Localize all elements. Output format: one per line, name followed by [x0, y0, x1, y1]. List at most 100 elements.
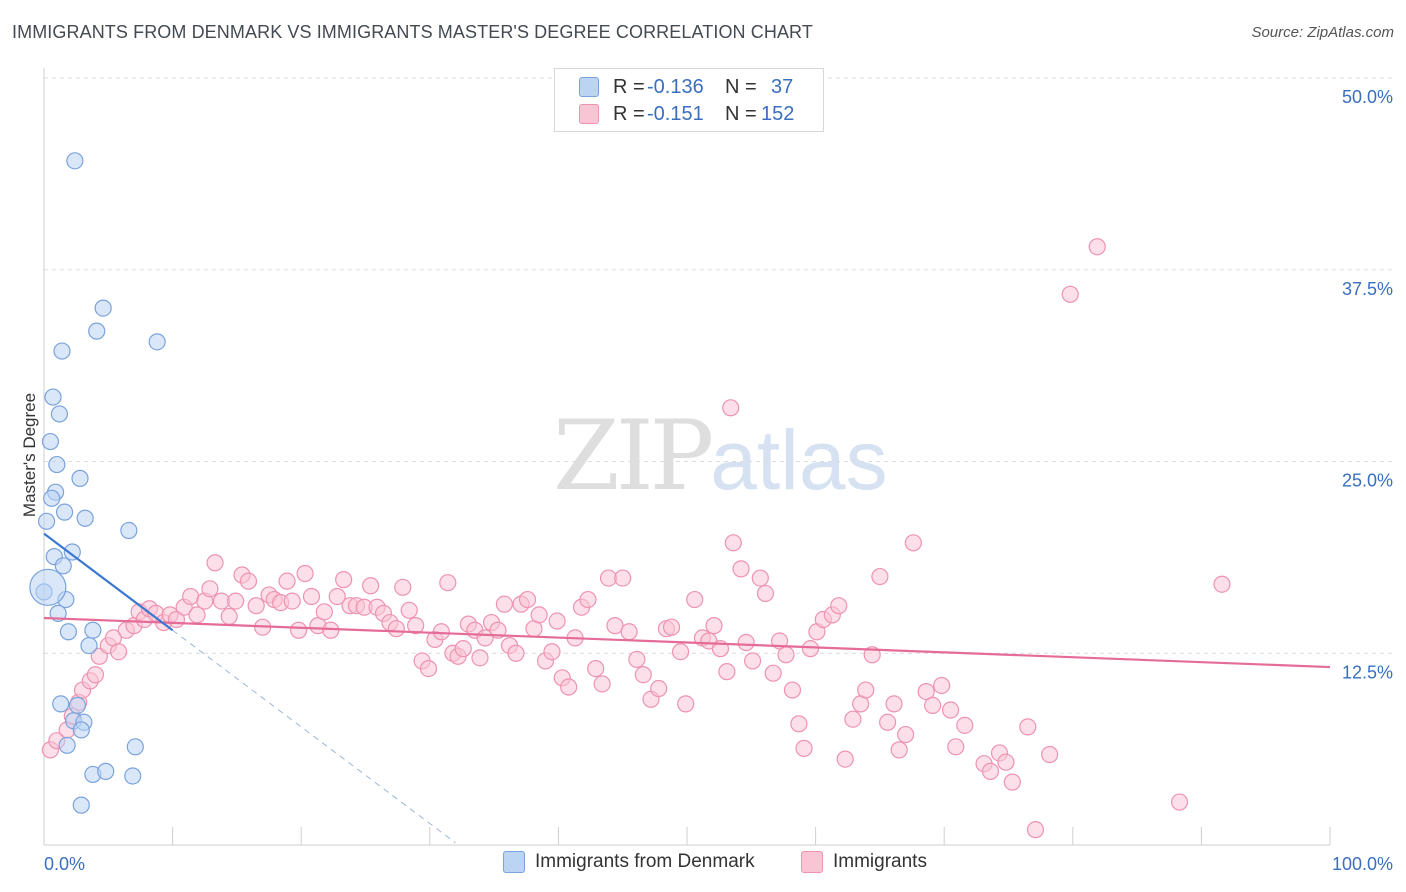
point-denmark	[84, 621, 102, 639]
point-denmark	[48, 455, 66, 474]
point-immigrants	[439, 574, 457, 592]
point-immigrants	[296, 564, 314, 583]
point-immigrants	[686, 590, 704, 609]
point-immigrants	[560, 678, 578, 696]
point-immigrants	[362, 577, 380, 595]
point-denmark	[88, 322, 106, 340]
x-tick-label-max: 100.0%	[1332, 854, 1393, 874]
point-immigrants	[587, 659, 605, 678]
point-immigrants	[302, 587, 321, 606]
point-immigrants	[518, 590, 537, 609]
point-immigrants	[86, 666, 105, 684]
r-value: -0.151	[647, 102, 704, 125]
point-denmark	[43, 489, 61, 507]
point-denmark	[148, 333, 166, 351]
point-denmark	[124, 767, 142, 785]
point-immigrants	[718, 663, 736, 681]
point-immigrants	[830, 597, 848, 615]
legend-row-denmark: R = -0.136 N = 37	[579, 75, 793, 99]
y-tick-label: 12.5%	[1342, 662, 1393, 682]
point-immigrants	[871, 567, 889, 586]
point-denmark	[37, 512, 56, 530]
point-denmark	[68, 696, 87, 715]
point-immigrants	[407, 617, 425, 635]
point-immigrants	[924, 696, 942, 715]
point-immigrants	[857, 681, 875, 699]
point-immigrants	[1026, 821, 1045, 839]
point-immigrants	[722, 399, 740, 417]
point-immigrants	[1061, 285, 1079, 303]
point-immigrants	[904, 534, 922, 552]
point-immigrants	[879, 713, 897, 731]
point-denmark	[66, 152, 84, 170]
point-immigrants	[724, 534, 742, 552]
point-immigrants	[322, 621, 340, 639]
point-immigrants	[109, 643, 128, 661]
watermark-atlas: atlas	[710, 413, 888, 507]
point-immigrants	[942, 701, 960, 719]
point-immigrants	[650, 679, 668, 698]
y-tick-label: 50.0%	[1342, 87, 1393, 107]
point-immigrants	[495, 595, 513, 613]
point-denmark	[29, 568, 67, 606]
legend-swatch-immigrants	[579, 104, 599, 124]
point-denmark	[126, 738, 144, 756]
point-immigrants	[1088, 238, 1106, 256]
point-immigrants	[795, 739, 813, 757]
point-immigrants	[836, 750, 854, 768]
point-immigrants	[777, 646, 795, 664]
point-immigrants	[400, 601, 418, 619]
point-immigrants	[315, 603, 333, 621]
source-label: Source: ZipAtlas.com	[1251, 24, 1394, 41]
point-immigrants	[917, 682, 935, 701]
r-label: R =	[613, 102, 645, 125]
point-immigrants	[801, 640, 820, 658]
point-immigrants	[579, 590, 597, 609]
point-denmark	[94, 299, 112, 317]
point-immigrants	[1003, 773, 1021, 791]
point-denmark	[55, 503, 74, 521]
point-immigrants	[283, 592, 301, 610]
point-denmark	[54, 557, 72, 575]
trend-line-immigrants	[43, 616, 1331, 669]
point-immigrants	[628, 650, 646, 668]
legend-swatch-immigrants	[801, 851, 823, 873]
point-immigrants	[387, 620, 405, 638]
point-immigrants	[981, 762, 1000, 780]
point-denmark	[53, 342, 71, 360]
point-immigrants	[897, 725, 915, 744]
y-axis-label: Master's Degree	[20, 392, 39, 518]
point-immigrants	[705, 617, 723, 635]
legend-row-immigrants: R = -0.151 N = 152	[579, 102, 794, 126]
point-immigrants	[290, 621, 308, 639]
point-immigrants	[201, 580, 219, 598]
point-immigrants	[885, 695, 903, 713]
trend-extension-denmark	[172, 629, 456, 844]
series-legend: Immigrants from Denmark Immigrants	[0, 851, 1406, 879]
point-immigrants	[530, 606, 548, 624]
n-label: N =	[725, 75, 757, 98]
point-immigrants	[947, 738, 965, 756]
point-denmark	[41, 432, 60, 451]
legend-label-immigrants: Immigrants	[833, 851, 927, 872]
chart-title: IMMIGRANTS FROM DENMARK VS IMMIGRANTS MA…	[12, 22, 813, 42]
legend-item-denmark: Immigrants from Denmark	[503, 851, 755, 873]
point-denmark	[59, 623, 78, 641]
watermark: ZIPatlas	[553, 400, 888, 512]
point-immigrants	[737, 633, 755, 652]
point-denmark	[76, 509, 94, 527]
point-immigrants	[507, 644, 525, 662]
point-immigrants	[432, 623, 450, 641]
point-immigrants	[1041, 745, 1059, 764]
point-denmark	[97, 762, 115, 780]
point-immigrants	[783, 681, 802, 699]
point-denmark	[44, 388, 62, 406]
point-denmark	[58, 736, 76, 754]
point-immigrants	[220, 607, 238, 626]
y-tick-label: 37.5%	[1342, 279, 1393, 299]
point-immigrants	[844, 710, 862, 728]
point-immigrants	[543, 643, 561, 661]
point-denmark	[80, 636, 98, 655]
correlation-legend: R = -0.136 N = 37 R = -0.151 N = 152	[554, 68, 824, 132]
